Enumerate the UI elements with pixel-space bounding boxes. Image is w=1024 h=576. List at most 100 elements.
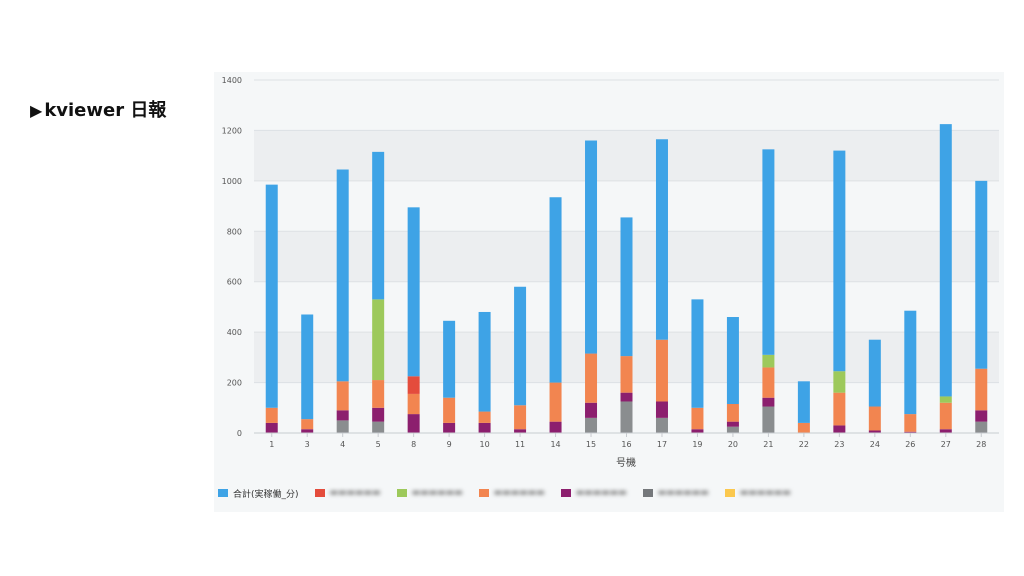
bar-segment: [797, 381, 810, 423]
bar-segment: [691, 407, 704, 430]
bar-segment: [585, 402, 598, 418]
x-tick-label: 21: [763, 440, 773, 449]
y-axis: 0 200 400 600 800 1000 1200 1400: [222, 76, 242, 438]
x-tick-label: 1: [269, 440, 274, 449]
legend-label: ▬▬▬▬▬▬: [739, 488, 791, 498]
bar-segment: [655, 339, 668, 402]
bar-segment: [265, 407, 278, 423]
legend-swatch: [724, 489, 735, 497]
x-tick-label: 19: [692, 440, 702, 449]
bar-segment: [762, 367, 775, 398]
bar-segment: [301, 419, 314, 430]
x-tick-label: 9: [447, 440, 452, 449]
bar-segment: [443, 320, 456, 398]
x-tick-label: 20: [728, 440, 738, 449]
bar-segment: [372, 421, 385, 433]
x-tick-label: 4: [340, 440, 345, 449]
bar-segment: [939, 396, 952, 403]
y-tick-label: 0: [237, 429, 242, 438]
bar-segment: [975, 421, 988, 433]
x-tick-label: 15: [586, 440, 596, 449]
bar-segment: [407, 414, 420, 433]
legend-swatch: [314, 489, 325, 497]
grid-band: [254, 130, 999, 181]
bar-segment: [407, 207, 420, 377]
bar-segment: [691, 429, 704, 433]
x-tick-label: 8: [411, 440, 416, 449]
bar-segment: [514, 429, 527, 433]
bar-segment: [265, 184, 278, 408]
bar-segment: [514, 286, 527, 406]
bar-segment: [726, 317, 739, 405]
bar-segment: [939, 429, 952, 433]
x-tick-label: 27: [941, 440, 951, 449]
bar-segment: [904, 431, 917, 433]
y-tick-label: 1400: [222, 76, 242, 85]
x-axis: 1 3 4 5 8 9 10 11 14 15 16 17 19 20 21 22 23 24 26 27 28: [254, 432, 999, 449]
bar-segment: [443, 397, 456, 423]
bar-segment: [301, 314, 314, 420]
bar-segment: [620, 401, 633, 433]
bar-segment: [372, 151, 385, 300]
x-tick-label: 16: [621, 440, 631, 449]
slide-title: ▶ kviewer 日報: [30, 96, 166, 122]
bar-segment: [975, 180, 988, 369]
bar-segment: [620, 217, 633, 357]
bar-segment: [265, 422, 278, 433]
y-tick-label: 200: [227, 379, 242, 388]
x-tick-label: 5: [376, 440, 381, 449]
x-tick-label: 3: [305, 440, 310, 449]
bar-segment: [762, 397, 775, 407]
legend-label: 合計(実稼働_分): [233, 489, 299, 500]
legend-item[interactable]: ▬▬▬▬▬▬: [560, 488, 627, 498]
legend-item[interactable]: ▬▬▬▬▬▬: [724, 488, 791, 498]
x-tick-label: 14: [550, 440, 560, 449]
x-tick-label: 26: [905, 440, 915, 449]
bar-segment: [407, 393, 420, 415]
bar-segment: [904, 310, 917, 415]
y-tick-label: 400: [227, 328, 242, 337]
legend-swatch: [560, 489, 571, 497]
legend-swatch: [478, 489, 489, 497]
bar-segment: [655, 401, 668, 418]
bar-segment: [833, 392, 846, 426]
x-tick-label: 28: [976, 440, 986, 449]
bar-segment: [726, 404, 739, 422]
bar-segment: [336, 381, 349, 411]
legend-item[interactable]: ▬▬▬▬▬▬: [396, 488, 463, 498]
chart-bars: [265, 124, 988, 433]
legend-label: ▬▬▬▬▬▬: [575, 488, 627, 498]
bar-segment: [797, 422, 810, 433]
bar-segment: [726, 426, 739, 433]
bar-segment: [478, 411, 491, 423]
legend-swatch: [218, 489, 228, 497]
bar-segment: [975, 410, 988, 422]
legend-item[interactable]: 合計(実稼働_分): [218, 487, 299, 500]
bar-segment: [762, 354, 775, 368]
legend-item[interactable]: ▬▬▬▬▬▬: [314, 488, 381, 498]
bar-segment: [336, 420, 349, 433]
bar-segment: [762, 406, 775, 433]
bar-segment: [372, 407, 385, 422]
bar-segment: [336, 410, 349, 421]
x-tick-label: 10: [480, 440, 490, 449]
bar-segment: [336, 169, 349, 382]
legend-item[interactable]: ▬▬▬▬▬▬: [642, 488, 709, 498]
bar-segment: [549, 197, 562, 383]
bar-segment: [549, 382, 562, 422]
y-tick-label: 600: [227, 278, 242, 287]
legend-label: ▬▬▬▬▬▬: [329, 488, 381, 498]
x-tick-label: 17: [657, 440, 667, 449]
bar-segment: [514, 405, 527, 430]
bar-segment: [691, 299, 704, 408]
legend-swatch: [642, 489, 653, 497]
bar-segment: [585, 417, 598, 433]
bar-segment: [726, 421, 739, 427]
legend-swatch: [396, 489, 407, 497]
legend-item[interactable]: ▬▬▬▬▬▬: [478, 488, 545, 498]
bar-segment: [655, 139, 668, 340]
bar-segment: [868, 430, 881, 433]
bar-segment: [868, 406, 881, 431]
bar-segment: [585, 140, 598, 354]
